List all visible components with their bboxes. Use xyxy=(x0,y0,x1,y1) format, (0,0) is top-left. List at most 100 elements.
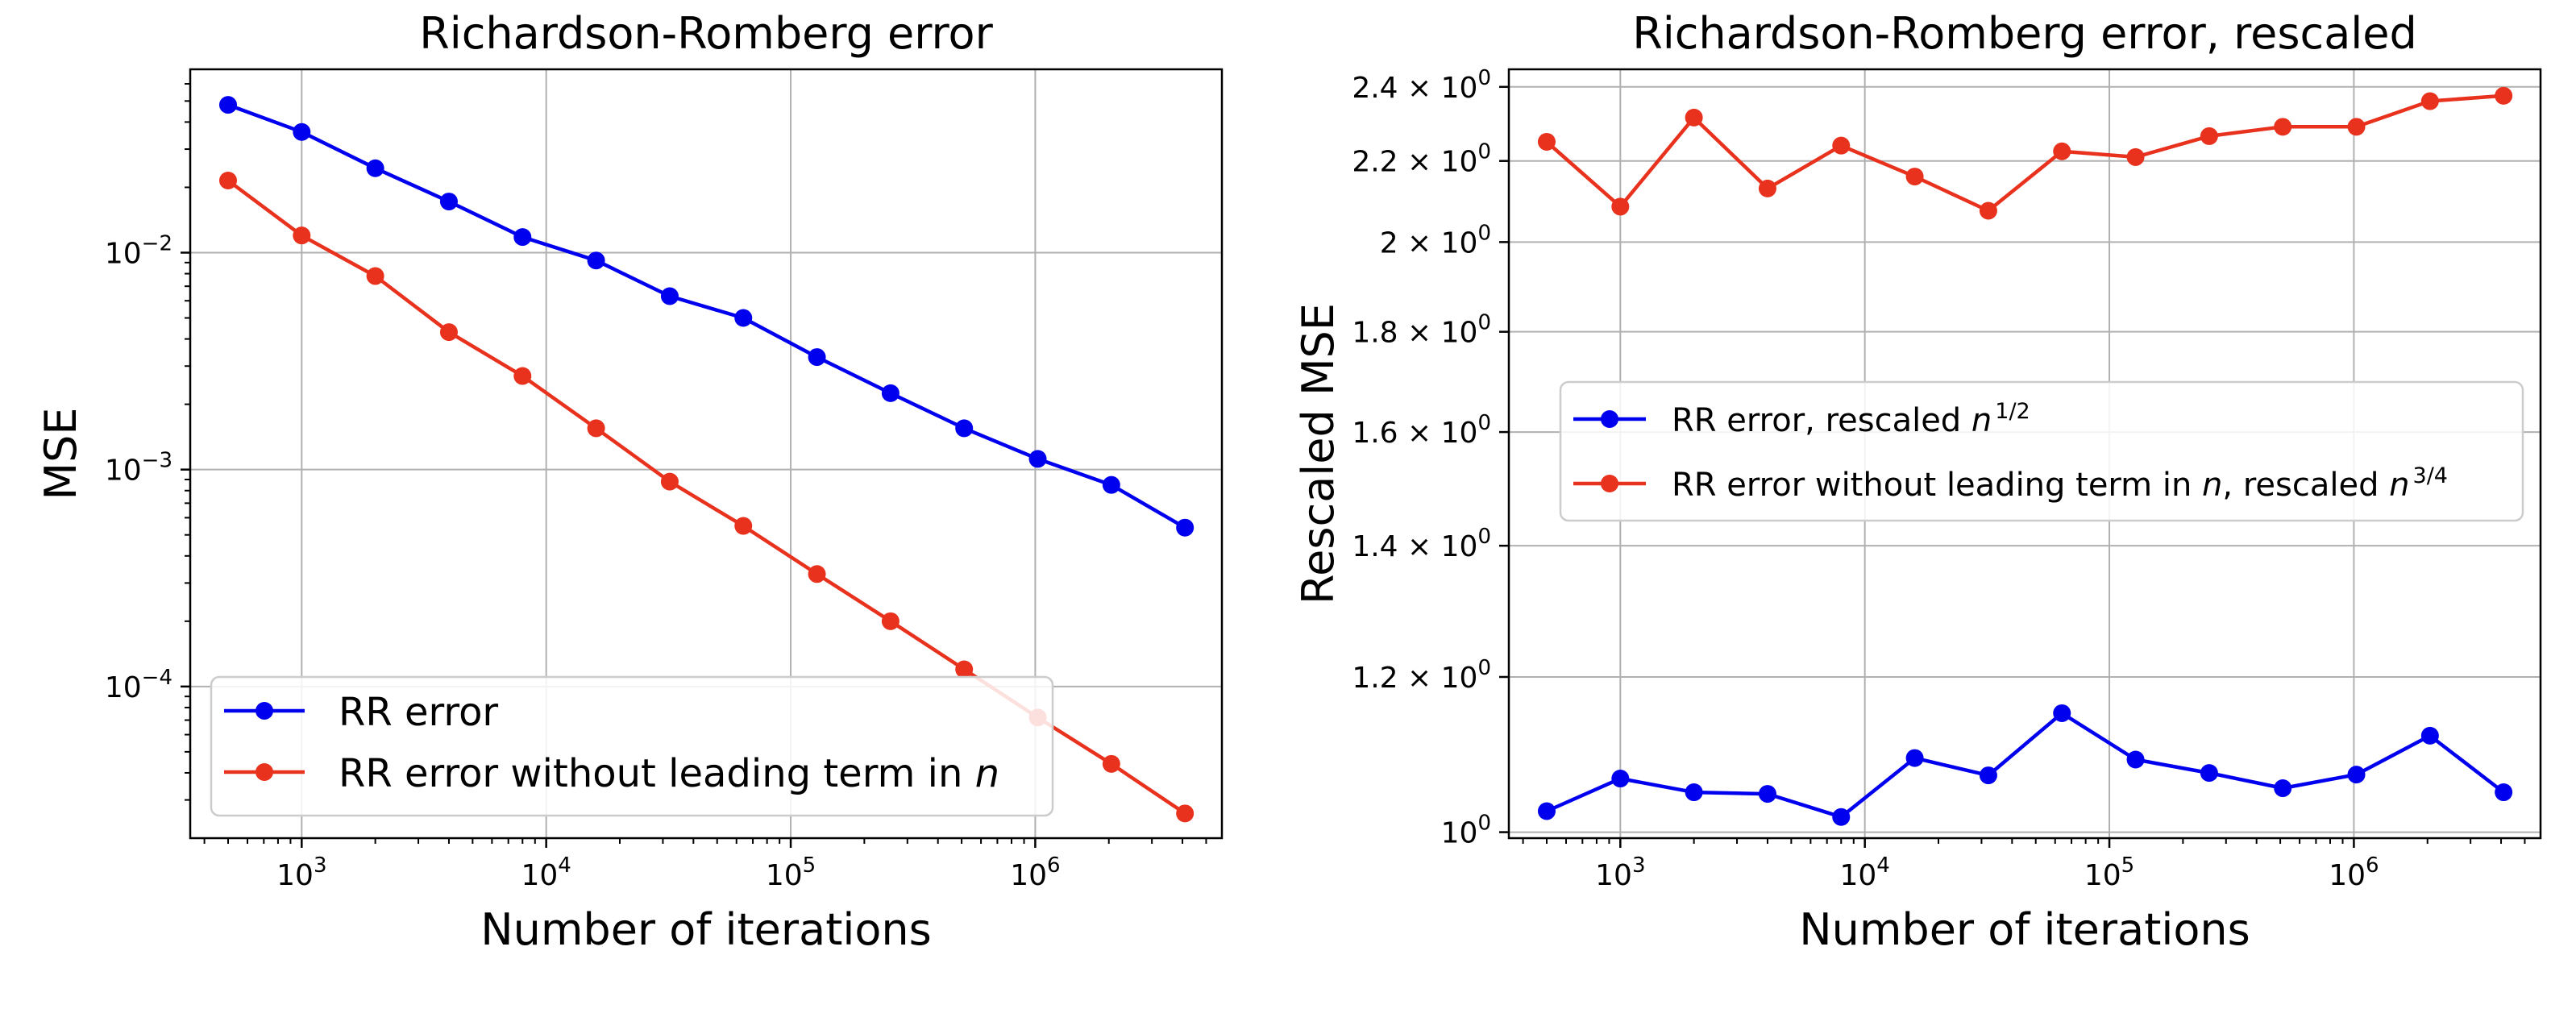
data-point-red xyxy=(955,660,974,679)
plot-frame-right xyxy=(1507,68,2542,840)
data-point-blue xyxy=(439,193,458,211)
legend-right: RR error, rescaled n 1/2 RR error without… xyxy=(1559,380,2524,522)
data-point-red xyxy=(1979,201,1997,220)
y-tick-label: 1.8 × 100 xyxy=(1352,311,1491,350)
x-tick-label: 103 xyxy=(1595,853,1645,892)
data-point-red xyxy=(1905,168,1924,186)
y-tick-label: 10−3 xyxy=(105,449,172,488)
data-point-blue xyxy=(1537,802,1556,820)
data-point-blue xyxy=(1102,475,1120,494)
y-tick-base: 10 xyxy=(105,671,142,704)
data-point-red xyxy=(439,323,458,342)
y-tick-base: 10 xyxy=(105,455,142,488)
y-tick-exp: 0 xyxy=(1477,411,1491,435)
data-point-blue xyxy=(1685,783,1703,802)
x-tick-label: 103 xyxy=(276,853,326,892)
data-point-blue xyxy=(1611,770,1630,788)
legend-label-rr-rescaled-exp: 1/2 xyxy=(1995,399,2030,424)
legend-box-right xyxy=(1559,380,2524,522)
y-tick-base: 2 × 10 xyxy=(1380,226,1478,260)
x-tick-exp: 5 xyxy=(2121,853,2135,878)
y-tick-base: 10 xyxy=(105,237,142,270)
legend-label-rr-rescaled-text: RR error, rescaled xyxy=(1672,402,1971,439)
y-tick-exp: 0 xyxy=(1477,812,1491,836)
x-tick-base: 10 xyxy=(766,859,803,892)
data-point-red xyxy=(1611,197,1630,216)
x-tick-label: 105 xyxy=(2084,853,2134,892)
legend-label-rr-rescaled-n: n xyxy=(1971,402,1992,439)
x-tick-base: 10 xyxy=(1010,859,1047,892)
legend-box-left xyxy=(210,675,1054,817)
legend-marker-rr-rescaled xyxy=(1601,410,1618,428)
legend-left: RR error RR error without leading term i… xyxy=(210,675,1054,817)
data-point-red xyxy=(1537,132,1556,151)
y-tick-base: 1.2 × 10 xyxy=(1352,662,1477,695)
legend-marker-rr-error xyxy=(256,702,273,720)
legend-label-rr-error: RR error xyxy=(339,690,498,735)
data-point-blue xyxy=(2126,750,2145,769)
y-tick-exp: 0 xyxy=(1477,221,1491,245)
data-point-blue xyxy=(734,309,753,327)
y-tick-label: 2.4 × 100 xyxy=(1352,66,1491,105)
y-tick-base: 1.6 × 10 xyxy=(1352,417,1477,450)
series-line-blue xyxy=(227,102,1186,529)
legend-label-rr-without-leading-n: n xyxy=(975,751,999,796)
x-tick-label: 105 xyxy=(766,853,816,892)
y-tick-exp: 0 xyxy=(1477,525,1491,549)
data-point-blue xyxy=(1028,450,1047,468)
y-tick-base: 2.2 × 10 xyxy=(1352,146,1477,179)
x-tick-base: 10 xyxy=(1839,859,1876,892)
chart-title-right: Richardson-Romberg error, rescaled xyxy=(1632,8,2417,59)
data-point-red xyxy=(2053,142,2071,160)
y-tick-label: 10−4 xyxy=(105,666,172,704)
data-point-red xyxy=(2126,147,2145,166)
data-point-blue xyxy=(1979,766,1997,785)
data-point-blue xyxy=(2053,704,2071,722)
plot-frame-left xyxy=(189,68,1224,840)
x-tick-label: 104 xyxy=(521,853,571,892)
x-tick-base: 10 xyxy=(1595,859,1632,892)
data-point-blue xyxy=(1832,808,1851,826)
data-point-blue xyxy=(2495,783,2513,802)
legend-label-rr-rescaled: RR error, rescaled n 1/2 xyxy=(1672,399,2030,439)
x-tick-label: 104 xyxy=(1839,853,1889,892)
x-tick-exp: 3 xyxy=(314,853,327,878)
data-point-red xyxy=(1685,108,1703,127)
legend-label-rr-error-text: RR error xyxy=(339,690,498,735)
data-point-blue xyxy=(587,251,605,270)
x-tick-exp: 5 xyxy=(803,853,816,878)
y-tick-exp: 0 xyxy=(1477,66,1491,90)
series-lines-right xyxy=(1545,93,2505,819)
x-ticks-right: 103 104 105 106 xyxy=(1522,838,2526,892)
y-tick-label: 100 xyxy=(1441,812,1491,850)
data-point-red xyxy=(881,612,900,630)
y-tick-label: 1.6 × 100 xyxy=(1352,411,1491,450)
data-point-blue xyxy=(366,159,384,177)
legend-label-rr-wlr-text1: RR error without leading term in xyxy=(1672,467,2202,504)
series-points-left xyxy=(218,96,1195,823)
data-point-blue xyxy=(955,419,974,438)
y-axis-label-right: Rescaled MSE xyxy=(1293,303,1344,604)
legend-label-rr-without-leading-text: RR error without leading term in xyxy=(339,751,975,796)
data-point-blue xyxy=(660,287,679,305)
x-tick-base: 10 xyxy=(2329,859,2366,892)
data-point-blue xyxy=(513,228,532,247)
data-point-red xyxy=(1832,136,1851,155)
y-tick-label: 1.2 × 100 xyxy=(1352,656,1491,695)
x-axis-label-left: Number of iterations xyxy=(480,904,932,955)
y-tick-label: 1.4 × 100 xyxy=(1352,525,1491,563)
legend-label-rr-wlr-text2: , rescaled xyxy=(2222,467,2389,504)
y-tick-exp: −4 xyxy=(142,666,172,690)
x-tick-label: 106 xyxy=(2329,853,2379,892)
y-tick-exp: 0 xyxy=(1477,656,1491,680)
x-tick-base: 10 xyxy=(521,859,558,892)
x-ticks-left: 103 104 105 106 xyxy=(203,838,1207,892)
series-line-blue xyxy=(1546,711,2505,819)
data-point-red xyxy=(293,226,311,245)
legend-label-rr-wlr-exp: 3/4 xyxy=(2413,463,2448,488)
data-point-blue xyxy=(881,384,900,402)
y-tick-label: 2.2 × 100 xyxy=(1352,140,1491,179)
chart-left: 103 104 105 106 10−210−310−4 Richardson-Rom… xyxy=(35,8,1224,955)
